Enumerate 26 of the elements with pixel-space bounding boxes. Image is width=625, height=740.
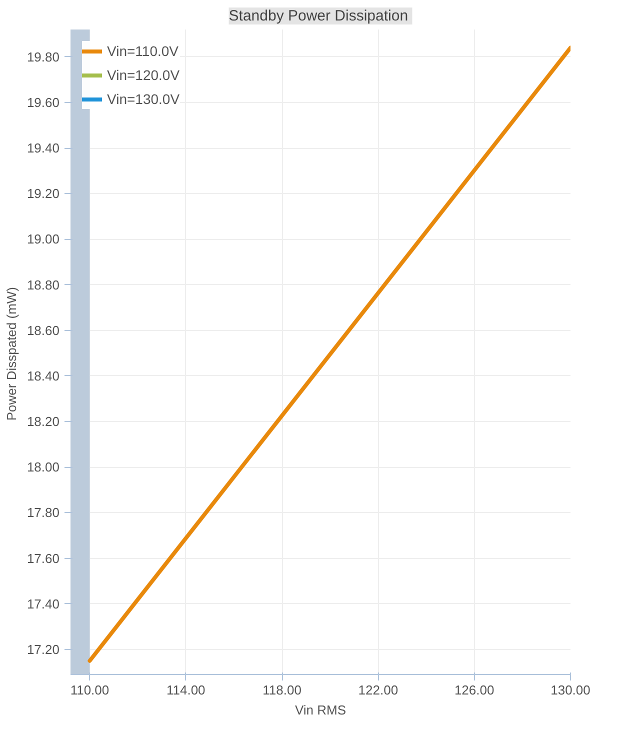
legend-label: Vin=110.0V: [107, 43, 178, 59]
x-tick-label: 126.00: [454, 682, 494, 698]
x-axis-title: Vin RMS: [294, 702, 346, 718]
x-tick-label: 118.00: [262, 682, 302, 698]
chart-title: Standby Power Dissipation: [228, 8, 408, 24]
y-tick-label: 17.60: [26, 550, 60, 566]
y-tick-label: 18.20: [26, 414, 60, 430]
y-tick-label: 17.40: [26, 596, 60, 612]
x-tick-label: 122.00: [358, 682, 398, 698]
y-tick-label: 18.80: [26, 277, 60, 292]
x-tick-label: 110.00: [70, 682, 110, 698]
legend-label: Vin=130.0V: [107, 91, 180, 107]
y-axis-title: Power Disspated (mW): [4, 286, 19, 421]
y-tick-label: 19.60: [26, 94, 60, 110]
legend-label: Vin=120.0V: [107, 67, 180, 83]
y-tick-label: 17.80: [26, 505, 60, 520]
y-tick-label: 18.40: [26, 368, 60, 384]
y-tick-label: 19.40: [26, 140, 60, 156]
y-tick-label: 18.00: [26, 460, 60, 475]
x-tick-label: 114.00: [166, 682, 206, 698]
y-tick-label: 18.60: [26, 322, 60, 338]
y-tick-label: 17.20: [26, 642, 60, 657]
x-tick-label: 130.00: [550, 682, 590, 698]
y-tick-label: 19.20: [26, 186, 60, 202]
y-tick-label: 19.00: [26, 232, 60, 247]
y-tick-label: 19.80: [26, 49, 60, 64]
